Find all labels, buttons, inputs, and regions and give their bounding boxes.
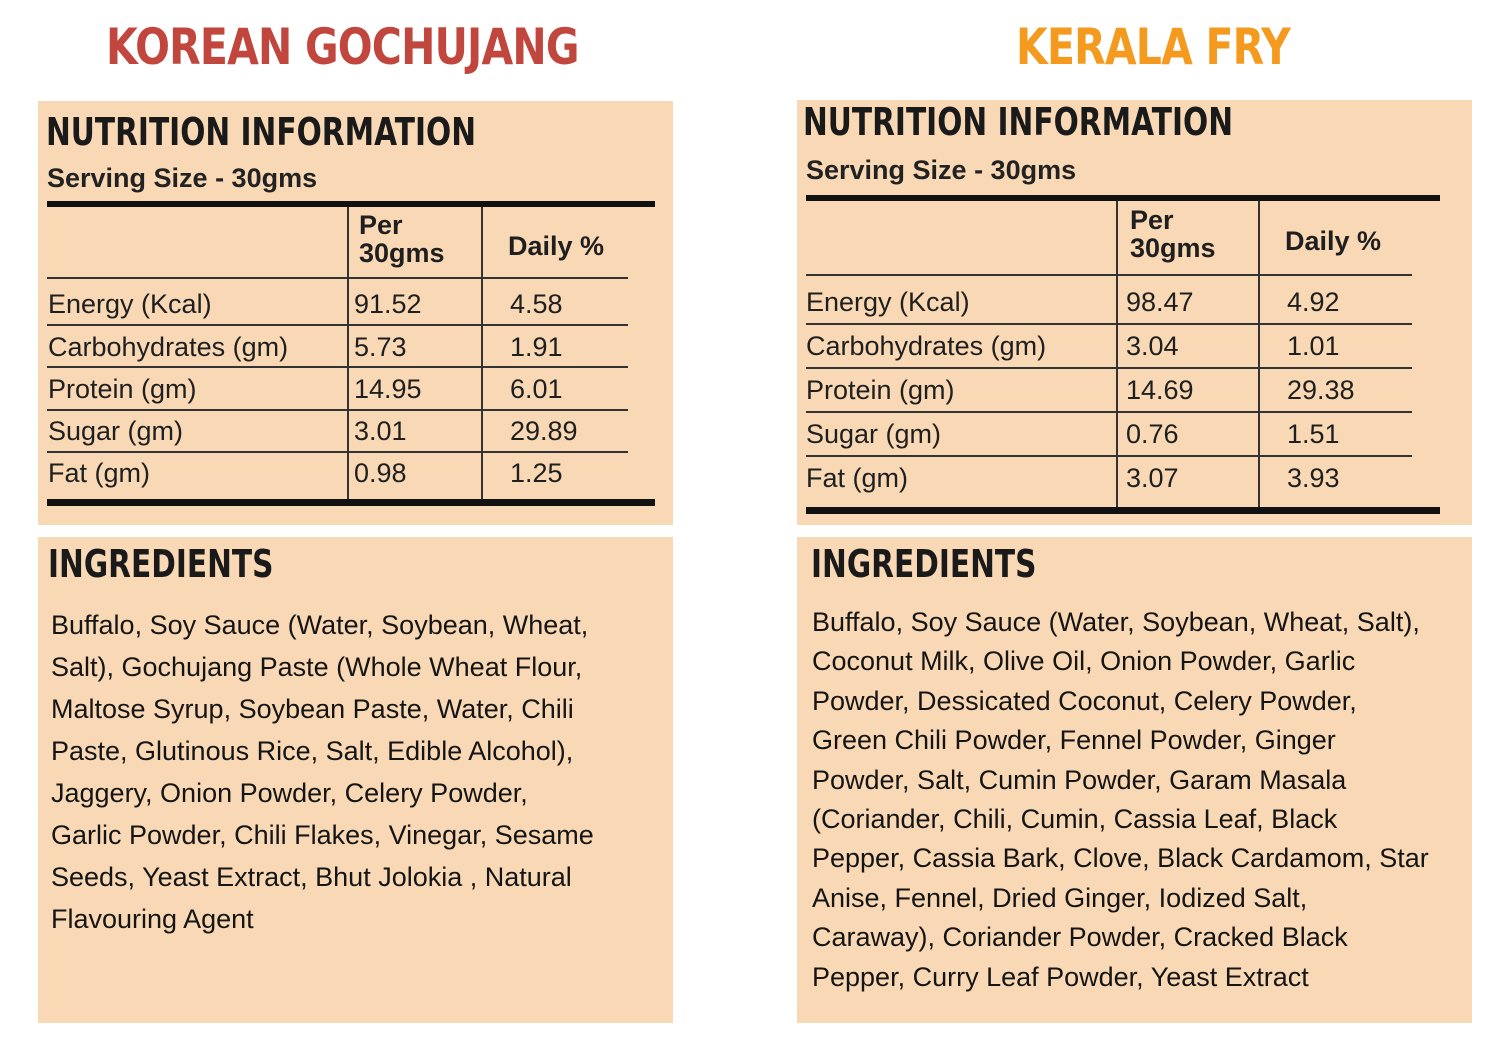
nutrition-heading: NUTRITION INFORMATION [803, 100, 1233, 144]
product-title-kerala-fry: KERALA FRY [1016, 18, 1291, 76]
row-per: 98.47 [1126, 287, 1194, 317]
row-label: Fat (gm) [806, 463, 909, 493]
ingredients-line: Buffalo, Soy Sauce (Water, Soybean, Whea… [51, 610, 589, 640]
column-divider [347, 207, 349, 499]
ingredients-line: Seeds, Yeast Extract, Bhut Jolokia , Nat… [51, 862, 572, 892]
row-label: Energy (Kcal) [806, 287, 970, 317]
nutrition-heading: NUTRITION INFORMATION [46, 110, 476, 154]
row-label: Energy (Kcal) [48, 289, 212, 319]
row-divider [806, 323, 1412, 325]
row-divider [47, 409, 628, 411]
row-daily: 4.58 [510, 289, 563, 319]
row-label: Protein (gm) [806, 375, 955, 405]
ingredients-panel-left: INGREDIENTS Buffalo, Soy Sauce (Water, S… [38, 537, 673, 1023]
row-daily: 29.89 [510, 416, 578, 446]
ingredients-text: Buffalo, Soy Sauce (Water, Soybean, Whea… [812, 603, 1429, 997]
table-bottom-rule [47, 499, 655, 506]
ingredients-line: Salt), Gochujang Paste (Whole Wheat Flou… [51, 652, 583, 682]
ingredients-line: Coconut Milk, Olive Oil, Onion Powder, G… [812, 646, 1356, 677]
row-divider [47, 366, 628, 368]
ingredients-line: Paste, Glutinous Rice, Salt, Edible Alco… [51, 736, 574, 766]
nutrition-panel-right: NUTRITION INFORMATION Serving Size - 30g… [797, 100, 1472, 525]
row-per: 5.73 [354, 332, 407, 362]
ingredients-line: Powder, Salt, Cumin Powder, Garam Masala [812, 764, 1347, 795]
ingredients-line: Buffalo, Soy Sauce (Water, Soybean, Whea… [812, 607, 1420, 637]
ingredients-line: Flavouring Agent [51, 904, 254, 934]
row-per: 91.52 [354, 289, 422, 319]
ingredients-heading: INGREDIENTS [811, 542, 1037, 586]
row-label: Sugar (gm) [48, 416, 184, 446]
row-per: 3.04 [1126, 331, 1179, 361]
table-top-rule [806, 195, 1440, 201]
ingredients-line: Caraway), Coriander Powder, Cracked Blac… [812, 922, 1348, 953]
ingredients-line: Green Chili Powder, Fennel Powder, Ginge… [812, 725, 1336, 756]
row-label: Carbohydrates (gm) [48, 332, 289, 362]
ingredients-line: Maltose Syrup, Soybean Paste, Water, Chi… [51, 694, 574, 724]
row-daily: 4.92 [1287, 287, 1340, 317]
column-divider [1258, 201, 1260, 508]
ingredients-heading: INGREDIENTS [48, 542, 274, 586]
row-label: Sugar (gm) [806, 419, 942, 449]
ingredients-line: (Coriander, Chili, Cumin, Cassia Leaf, B… [812, 804, 1338, 835]
header-rule [806, 274, 1412, 276]
row-label: Carbohydrates (gm) [806, 331, 1047, 361]
ingredients-line: Jaggery, Onion Powder, Celery Powder, [51, 778, 528, 808]
row-daily: 1.91 [510, 332, 563, 362]
row-divider [806, 411, 1412, 413]
row-divider [806, 367, 1412, 369]
ingredients-text: Buffalo, Soy Sauce (Water, Soybean, Whea… [51, 604, 594, 940]
daily-header: Daily % [1285, 226, 1382, 256]
nutrition-panel-left: NUTRITION INFORMATION Serving Size - 30g… [38, 101, 673, 525]
ingredients-panel-right: INGREDIENTS Buffalo, Soy Sauce (Water, S… [797, 537, 1472, 1023]
row-label: Fat (gm) [48, 458, 151, 488]
row-per: 3.07 [1126, 463, 1179, 493]
row-per: 0.76 [1126, 419, 1179, 449]
row-daily: 1.01 [1287, 331, 1340, 361]
row-divider [47, 451, 628, 453]
row-per: 14.69 [1126, 375, 1194, 405]
column-divider [481, 207, 483, 499]
table-bottom-rule [806, 507, 1440, 514]
row-daily: 1.51 [1287, 419, 1340, 449]
row-divider [806, 455, 1412, 457]
row-per: 14.95 [354, 374, 422, 404]
table-top-rule [47, 201, 655, 207]
row-daily: 1.25 [510, 458, 563, 488]
daily-header: Daily % [508, 231, 605, 261]
row-label: Protein (gm) [48, 374, 197, 404]
serving-size: Serving Size - 30gms [47, 163, 318, 193]
ingredients-line: Powder, Dessicated Coconut, Celery Powde… [812, 685, 1357, 716]
header-rule [47, 277, 628, 279]
serving-size: Serving Size - 30gms [806, 155, 1077, 185]
column-divider [1116, 201, 1118, 508]
product-title-korean-gochujang: KOREAN GOCHUJANG [106, 18, 580, 76]
per-header: Per 30gms [1130, 205, 1216, 263]
row-per: 3.01 [354, 416, 407, 446]
per-header: Per 30gms [359, 210, 445, 268]
row-divider [47, 324, 628, 326]
row-daily: 6.01 [510, 374, 563, 404]
ingredients-line: Pepper, Curry Leaf Powder, Yeast Extract [812, 961, 1309, 992]
row-per: 0.98 [354, 458, 407, 488]
ingredients-line: Garlic Powder, Chili Flakes, Vinegar, Se… [51, 820, 594, 850]
row-daily: 29.38 [1287, 375, 1355, 405]
ingredients-line: Anise, Fennel, Dried Ginger, Iodized Sal… [812, 882, 1308, 913]
row-daily: 3.93 [1287, 463, 1340, 493]
ingredients-line: Pepper, Cassia Bark, Clove, Black Cardam… [812, 843, 1429, 874]
